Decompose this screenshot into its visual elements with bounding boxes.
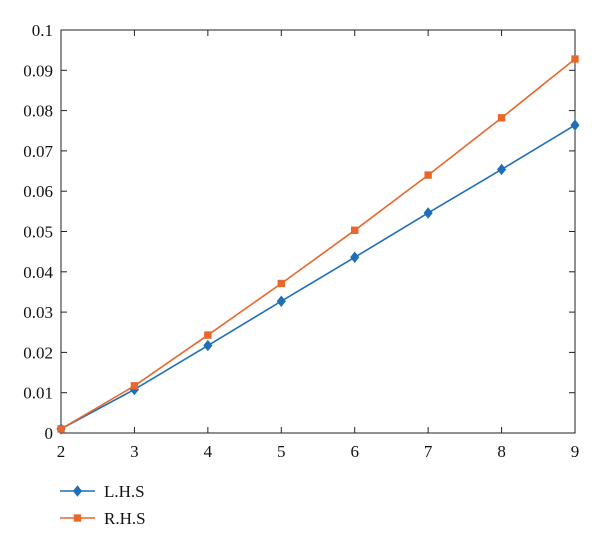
legend-swatch-marker (73, 514, 82, 522)
series-layer (56, 55, 580, 435)
y-tick-label: 0.06 (23, 182, 53, 201)
y-tick-label: 0.01 (23, 384, 53, 403)
data-point (351, 226, 359, 234)
y-tick-label: 0.07 (23, 142, 53, 161)
legend: L.H.S R.H.S (60, 482, 146, 528)
data-point (276, 295, 286, 307)
x-tick-label: 2 (57, 442, 66, 461)
y-axis: 0 0.01 0.02 0.03 0.04 0.05 0.06 0.07 0.08 0.09 0.1 (23, 21, 575, 443)
y-tick-label: 0.08 (23, 102, 53, 121)
x-tick-label: 6 (350, 442, 359, 461)
y-tick-label: 0.03 (23, 303, 53, 322)
series-rhs (57, 55, 579, 433)
data-point (350, 251, 360, 264)
x-tick-label: 4 (204, 442, 213, 461)
legend-item: L.H.S (60, 482, 145, 501)
legend-label: L.H.S (104, 482, 145, 501)
x-tick-label: 8 (497, 442, 506, 461)
y-tick-label: 0.09 (23, 61, 53, 80)
data-point (130, 382, 139, 390)
x-tick-label: 5 (277, 442, 286, 461)
x-tick-label: 3 (130, 442, 139, 461)
data-point (423, 207, 433, 219)
legend-swatch-marker (72, 485, 83, 497)
x-tick-label: 7 (424, 442, 433, 461)
y-tick-label: 0.05 (23, 223, 53, 242)
data-point (571, 55, 579, 63)
y-tick-label: 0.04 (23, 263, 53, 282)
data-point (570, 119, 580, 131)
data-point (424, 171, 432, 179)
series-line (60, 58, 576, 430)
y-tick-label: 0 (45, 424, 54, 443)
data-point (496, 163, 507, 176)
data-point (277, 279, 285, 288)
x-tick-label: 9 (571, 442, 580, 461)
y-tick-label: 0.02 (23, 343, 53, 362)
data-point (497, 114, 506, 122)
series-line (60, 124, 576, 430)
data-point (57, 425, 65, 433)
data-point (204, 331, 212, 339)
legend-label: R.H.S (104, 509, 146, 528)
plot-frame (60, 29, 576, 434)
x-axis: 2 3 4 5 6 7 8 9 (57, 30, 580, 461)
data-point (203, 339, 213, 352)
y-tick-label: 0.1 (32, 21, 53, 40)
legend-item: R.H.S (60, 509, 146, 528)
